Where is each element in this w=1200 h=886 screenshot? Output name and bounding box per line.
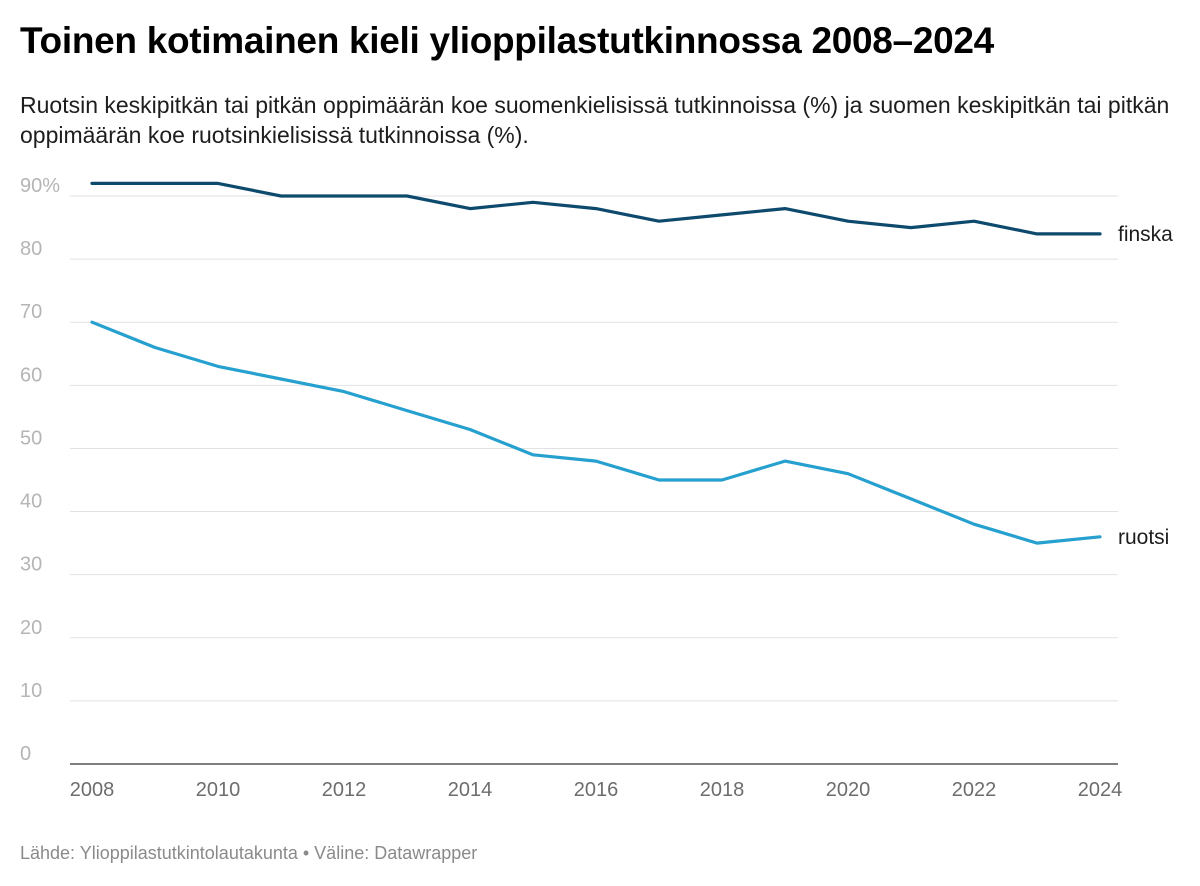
x-tick-label: 2010 xyxy=(196,779,241,801)
y-tick-label: 50 xyxy=(20,427,42,449)
x-tick-label: 2024 xyxy=(1078,779,1123,801)
y-tick-label: 60 xyxy=(20,364,42,386)
series-label-finska: finska xyxy=(1118,223,1173,246)
series-label-ruotsi: ruotsi xyxy=(1118,526,1169,549)
x-tick-label: 2018 xyxy=(700,779,745,801)
x-axis-ticks: 2008 2010 2012 2014 2016 2018 2020 2022 2024 xyxy=(70,779,1123,801)
y-tick-label: 0 xyxy=(20,743,31,765)
y-tick-label: 40 xyxy=(20,491,42,513)
x-tick-label: 2008 xyxy=(70,779,115,801)
x-tick-label: 2012 xyxy=(322,779,367,801)
series-labels: finska ruotsi xyxy=(1118,223,1173,549)
y-tick-label: 70 xyxy=(20,301,42,323)
y-tick-label: 80 xyxy=(20,238,42,260)
x-tick-label: 2016 xyxy=(574,779,619,801)
series-lines xyxy=(90,181,1102,545)
series-line-finska xyxy=(90,181,1102,236)
y-axis-ticks: 0 10 20 30 40 50 60 70 80 90% xyxy=(20,175,60,765)
series-line-ruotsi xyxy=(90,320,1102,545)
y-tick-label: 30 xyxy=(20,554,42,576)
chart-title: Toinen kotimainen kieli ylioppilastutkin… xyxy=(20,20,994,61)
y-tick-label: 90% xyxy=(20,175,60,197)
gridlines xyxy=(70,195,1118,765)
y-tick-label: 10 xyxy=(20,680,42,702)
x-tick-label: 2014 xyxy=(448,779,493,801)
source-note: Lähde: Ylioppilastutkintolautakunta • Vä… xyxy=(20,843,478,863)
chart-subtitle: Ruotsin keskipitkän tai pitkän oppimäärä… xyxy=(20,92,1170,148)
y-tick-label: 20 xyxy=(20,617,42,639)
x-tick-label: 2020 xyxy=(826,779,871,801)
x-tick-label: 2022 xyxy=(952,779,997,801)
